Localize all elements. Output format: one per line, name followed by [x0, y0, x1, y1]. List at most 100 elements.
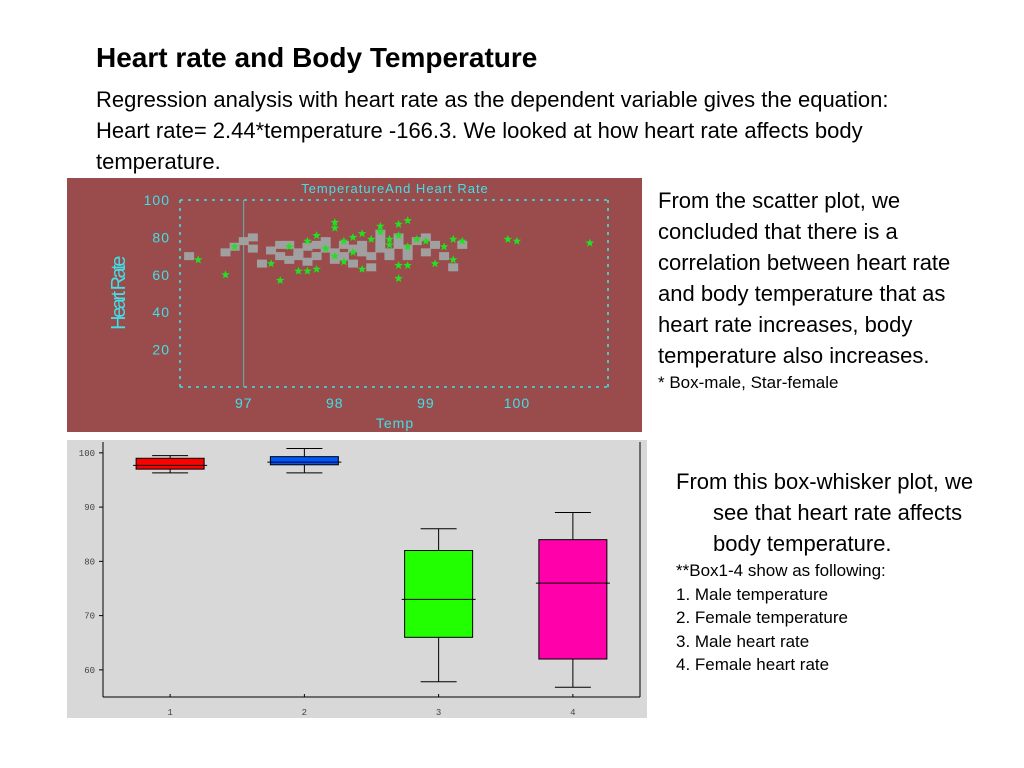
box-x-tick-label: 1 — [167, 708, 172, 718]
scatter-point-male — [429, 240, 440, 249]
scatter-point-female — [348, 232, 358, 241]
box-body-3 — [404, 550, 474, 638]
scatter-point-male — [266, 246, 277, 255]
scatter-x-axis-label: Temp — [376, 415, 414, 431]
box-chart: 60 70 80 90 100 1 2 3 4 — [67, 440, 647, 718]
scatter-point-female — [230, 242, 239, 251]
scatter-point-female — [403, 242, 412, 251]
box-explanation: From this box-whisker plot, we see that … — [676, 466, 1006, 677]
intro-paragraph: Regression analysis with heart rate as t… — [96, 87, 889, 174]
scatter-explanation: From the scatter plot, we concluded that… — [658, 185, 988, 395]
scatter-point-female — [330, 251, 340, 260]
box-item-4: 4. Female heart rate — [676, 655, 830, 674]
scatter-point-male — [338, 240, 349, 249]
scatter-point-male — [357, 248, 368, 257]
scatter-point-male — [311, 240, 322, 249]
box-body-1 — [135, 457, 205, 470]
scatter-point-female — [367, 234, 376, 243]
scatter-y-ticks: 20 40 60 80 100 — [144, 192, 170, 358]
scatter-plot-svg: TemperatureAnd Heart Rate 20 40 60 80 100 97… — [67, 178, 642, 432]
scatter-point-female — [376, 221, 385, 230]
scatter-point-male — [402, 252, 413, 261]
scatter-point-female — [275, 275, 285, 285]
scatter-point-female — [193, 255, 203, 264]
box-x-ticks: 1 2 3 4 — [167, 694, 576, 718]
scatter-point-male — [366, 252, 377, 261]
scatter-marker-legend: * Box-male, Star-female — [658, 373, 839, 392]
scatter-point-female — [385, 240, 394, 249]
scatter-x-tick-label: 97 — [235, 395, 253, 411]
scatter-point-male — [256, 259, 267, 268]
scatter-point-female — [376, 227, 385, 236]
scatter-point-male — [439, 252, 450, 261]
scatter-point-male — [348, 259, 359, 268]
scatter-point-male — [302, 242, 313, 251]
scatter-y-tick-label: 20 — [152, 342, 170, 358]
scatter-point-male — [375, 244, 386, 253]
scatter-point-female — [448, 255, 458, 264]
box-item-3: 3. Male heart rate — [676, 631, 810, 651]
scatter-point-male — [393, 240, 404, 249]
scatter-x-tick-label: 98 — [326, 395, 344, 411]
scatter-point-male — [220, 248, 231, 257]
scatter-points — [184, 216, 595, 285]
scatter-point-male — [293, 248, 304, 257]
scatter-point-female — [430, 259, 440, 268]
scatter-point-female — [403, 261, 412, 270]
scatter-point-female — [294, 266, 303, 275]
scatter-point-female — [330, 217, 340, 227]
scatter-x-tick-label: 100 — [504, 395, 530, 411]
box-y-tick-label: 100 — [79, 449, 95, 459]
scatter-point-male — [275, 240, 286, 249]
scatter-point-male — [320, 237, 331, 246]
scatter-point-female — [285, 242, 294, 251]
scatter-y-axis-label: Heart Rate — [108, 256, 130, 330]
scatter-point-female — [512, 236, 522, 245]
scatter-point-female — [394, 274, 403, 283]
scatter-point-female — [266, 259, 276, 268]
scatter-point-female — [303, 236, 312, 245]
box-item-2: 2. Female temperature — [676, 608, 848, 627]
scatter-point-male — [457, 240, 468, 249]
scatter-point-male — [375, 237, 386, 246]
box-item-1: 1. Male temperature — [676, 584, 829, 604]
scatter-point-male — [338, 252, 349, 261]
scatter-point-female — [412, 234, 421, 243]
scatter-point-female — [321, 244, 330, 253]
scatter-point-female — [585, 238, 595, 247]
box-body-4 — [538, 539, 608, 660]
scatter-y-tick-label: 60 — [152, 267, 170, 283]
scatter-point-female — [503, 234, 513, 243]
scatter-point-female — [394, 261, 403, 270]
scatter-point-female — [221, 270, 230, 279]
box-axes — [102, 442, 641, 698]
box-y-ticks: 60 70 80 90 100 — [79, 449, 103, 676]
box-marks — [133, 448, 610, 688]
box-conclusion: From this box-whisker plot, we see that … — [676, 469, 974, 556]
scatter-point-male — [238, 237, 249, 246]
box-x-tick-label: 4 — [570, 708, 575, 718]
box-x-tick-label: 3 — [436, 708, 441, 718]
scatter-point-female — [339, 257, 349, 266]
scatter-point-female — [303, 266, 312, 275]
box-heading: **Box1-4 show as following: — [676, 561, 886, 580]
scatter-point-male — [247, 233, 258, 242]
scatter-x-ticks: 97 98 99 100 — [235, 395, 530, 411]
scatter-point-male — [247, 244, 258, 253]
scatter-point-female — [403, 216, 412, 225]
scatter-title: TemperatureAnd Heart Rate — [301, 181, 489, 196]
scatter-point-male — [366, 263, 377, 272]
scatter-point-male — [275, 252, 286, 261]
scatter-point-female — [348, 247, 358, 256]
scatter-point-female — [394, 231, 403, 240]
scatter-point-female — [312, 231, 321, 240]
scatter-point-male — [448, 263, 459, 272]
scatter-point-female — [357, 264, 367, 273]
box-y-tick-label: 70 — [84, 612, 95, 622]
scatter-point-female — [448, 234, 458, 243]
scatter-point-male — [357, 240, 368, 249]
scatter-point-female — [439, 242, 449, 251]
scatter-background — [67, 178, 642, 432]
scatter-x-tick-label: 99 — [417, 395, 435, 411]
scatter-point-male — [384, 248, 395, 257]
